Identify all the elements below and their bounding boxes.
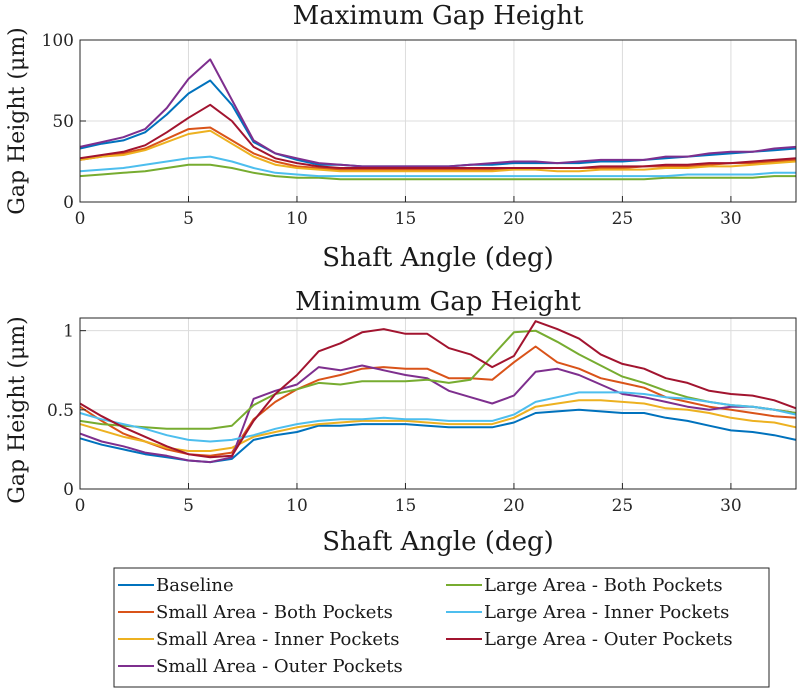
plot-title: Minimum Gap Height xyxy=(295,287,581,317)
legend-label: Small Area - Inner Pockets xyxy=(156,629,399,650)
series-line-large-area-outer-pockets xyxy=(79,320,797,459)
legend-item-large-area-both-pockets: Large Area - Both Pockets xyxy=(446,575,723,596)
x-tick-label: 5 xyxy=(183,209,194,229)
x-tick-label: 30 xyxy=(720,209,742,229)
legend: Baseline Small Area - Both Pockets Small A… xyxy=(113,567,770,688)
y-axis-label: Gap Height (μm) xyxy=(5,27,30,214)
series-line-large-area-inner-pockets xyxy=(79,155,796,178)
axes-box xyxy=(79,317,797,490)
legend-label: Large Area - Outer Pockets xyxy=(484,629,733,650)
legend-box xyxy=(113,567,770,688)
series-line-large-area-both-pockets xyxy=(79,163,796,181)
series-line-small-area-outer-pockets xyxy=(79,58,797,168)
legend-label: Small Area - Outer Pockets xyxy=(156,656,403,677)
y-tick-label: 0.5 xyxy=(47,401,74,421)
min-gap-height-plot: Minimum Gap Height 0 5 10 15 20 25 30 0 0.5 1 Sha… xyxy=(5,287,797,557)
y-tick-label: 1 xyxy=(63,322,74,342)
x-tick-label: 25 xyxy=(612,496,634,516)
x-tick-label: 20 xyxy=(503,496,525,516)
legend-item-small-area-inner-pockets: Small Area - Inner Pockets xyxy=(118,629,399,650)
legend-item-large-area-inner-pockets: Large Area - Inner Pockets xyxy=(446,602,729,623)
x-tick-label: 10 xyxy=(286,209,308,229)
series-line-small-area-both-pockets xyxy=(79,126,797,171)
y-tick-label: 0 xyxy=(63,480,74,500)
x-axis-label: Shaft Angle (deg) xyxy=(322,243,554,273)
x-tick-label: 10 xyxy=(286,496,308,516)
legend-label: Large Area - Inner Pockets xyxy=(484,602,729,623)
x-tick-label: 5 xyxy=(183,496,194,516)
series-line-small-area-outer-pockets xyxy=(79,364,797,464)
series-line-small-area-inner-pockets xyxy=(79,399,797,452)
x-tick-label: 30 xyxy=(720,496,742,516)
y-axis-label: Gap Height (μm) xyxy=(5,316,30,503)
x-axis-label: Shaft Angle (deg) xyxy=(322,527,554,557)
legend-item-small-area-both-pockets: Small Area - Both Pockets xyxy=(118,602,393,623)
x-tick-label: 25 xyxy=(612,209,634,229)
x-tick-label: 15 xyxy=(395,209,417,229)
series-line-small-area-inner-pockets xyxy=(79,129,797,173)
legend-item-baseline: Baseline xyxy=(118,575,234,596)
x-tick-label: 0 xyxy=(75,496,86,516)
max-gap-height-plot: Maximum Gap Height 0 5 10 15 20 25 30 0 50 100 Sh… xyxy=(5,1,797,273)
legend-item-small-area-outer-pockets: Small Area - Outer Pockets xyxy=(118,656,403,677)
y-tick-label: 50 xyxy=(52,112,74,132)
y-tick-label: 0 xyxy=(63,193,74,213)
x-tick-label: 15 xyxy=(395,496,417,516)
series-line-large-area-both-pockets xyxy=(79,329,797,430)
legend-label: Baseline xyxy=(156,575,234,596)
series-line-large-area-inner-pockets xyxy=(79,391,797,443)
x-tick-label: 0 xyxy=(75,209,86,229)
legend-label: Small Area - Both Pockets xyxy=(156,602,393,623)
x-tick-label: 20 xyxy=(503,209,525,229)
plot-title: Maximum Gap Height xyxy=(293,1,584,31)
legend-item-large-area-outer-pockets: Large Area - Outer Pockets xyxy=(446,629,733,650)
legend-label: Large Area - Both Pockets xyxy=(484,575,723,596)
y-tick-label: 100 xyxy=(42,31,74,51)
series-line-large-area-outer-pockets xyxy=(79,103,797,169)
series-line-baseline xyxy=(79,79,797,168)
